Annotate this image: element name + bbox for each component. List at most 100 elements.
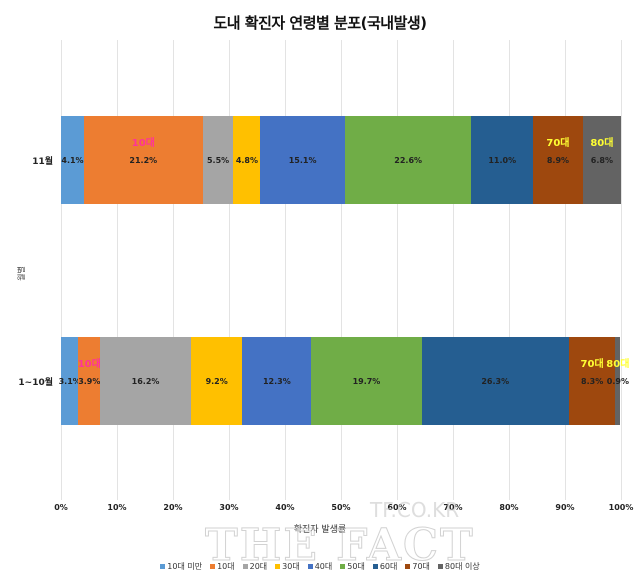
data-label: 0.9% (606, 376, 629, 386)
bar-segment: 21.2% 10대 (83, 116, 203, 204)
watermark-url: TF.CO.KR (370, 498, 460, 522)
legend-label: 40대 (314, 562, 333, 571)
legend-label: 10대 미만 (167, 562, 203, 571)
annotation-label: 10대 (77, 359, 101, 370)
legend-label: 50대 (347, 562, 365, 571)
plot-area: 4.1% 21.2% 10대 5.5% 4.8% 15.1% 22.6% 11.0% 8.9% 7… (58, 40, 629, 500)
y-axis-label: 월별 (16, 266, 26, 281)
bar-segment: 11.0% (471, 116, 534, 204)
x-tick-label: 50% (331, 503, 351, 512)
gridline (621, 40, 622, 500)
x-tick-label: 20% (163, 503, 183, 512)
legend-item: 20대 (242, 561, 268, 572)
bar-segment: 6.8% 80대 (582, 116, 621, 204)
x-tick-label: 60% (387, 503, 407, 512)
bar-1: 3.1% 3.9% 10대 16.2% 9.2% 12.3% 19.7% 26.3% 8.3% 7… (58, 337, 629, 425)
legend-item: 10대 미만 (160, 561, 202, 572)
data-label: 15.1% (288, 155, 317, 165)
bar-segment: 8.9% 70대 (533, 116, 583, 204)
data-label: 8.9% (546, 155, 570, 165)
data-label: 11.0% (488, 155, 517, 165)
data-label: 8.3% (581, 376, 604, 386)
gridline (565, 40, 566, 500)
bar-segment: 16.2% (100, 337, 191, 425)
legend-label: 80대 이상 (444, 562, 480, 571)
bar-segment: 12.3% (242, 337, 312, 425)
data-label: 22.6% (394, 155, 423, 165)
bar-segment: 4.8% (233, 116, 261, 204)
legend-swatch-icon (242, 564, 248, 569)
data-label: 12.3% (262, 376, 291, 386)
bar-segment: 8.3% 70대 (568, 337, 616, 425)
annotation-label: 10대 (131, 138, 155, 149)
bar-segment: 5.5% (202, 116, 234, 204)
data-label: 21.2% (129, 155, 158, 165)
data-label: 3.1% (58, 376, 81, 386)
bar-segment: 15.1% (260, 116, 345, 204)
gridline (229, 40, 230, 500)
data-label: 19.7% (352, 376, 381, 386)
data-label: 4.8% (235, 155, 258, 165)
legend-item: 30대 (275, 561, 300, 572)
legend-label: 10대 (217, 562, 235, 571)
x-tick-label: 0% (54, 503, 68, 512)
legend-item: 80대 이상 (437, 561, 480, 572)
bar-segment: 3.1% (58, 337, 81, 425)
legend-item: 10대 (210, 561, 235, 572)
legend-swatch-icon (210, 564, 216, 569)
legend-swatch-icon (372, 564, 378, 569)
data-label: 16.2% (131, 376, 160, 386)
x-tick-label: 10% (107, 503, 127, 512)
chart-title: 도내 확진자 연령별 분포(국내발생) (213, 14, 427, 32)
bar-segment: 26.3% (421, 337, 569, 425)
gridline (285, 40, 286, 500)
legend: 10대 미만 10대 20대 30대 40대 50대 60대 70대 80대 이상 (0, 561, 640, 572)
legend-label: 60대 (379, 562, 398, 571)
legend-swatch-icon (340, 564, 346, 569)
legend-item: 50대 (340, 561, 365, 572)
legend-swatch-icon (405, 564, 411, 569)
legend-swatch-icon (275, 564, 281, 569)
bar-segment: 0.9% 80대 (606, 337, 629, 425)
bar-0: 4.1% 21.2% 10대 5.5% 4.8% 15.1% 22.6% 11.0% 8.9% 7… (61, 116, 621, 204)
x-axis-label: 확진자 발생률 (293, 525, 347, 535)
legend-item: 40대 (307, 561, 333, 572)
gridline (397, 40, 398, 500)
legend-label: 20대 (249, 562, 268, 571)
annotation-label: 70대 (580, 359, 604, 370)
x-tick-label: 80% (499, 503, 519, 512)
category-label-jan-oct: 1~10월 (18, 378, 53, 388)
gridline (117, 40, 118, 500)
data-label: 9.2% (205, 376, 228, 386)
legend-label: 70대 (412, 562, 430, 571)
legend-swatch-icon (437, 564, 443, 569)
gridline (341, 40, 342, 500)
legend-label: 30대 (282, 562, 300, 571)
bar-segment: 9.2% (190, 337, 243, 425)
gridline (61, 40, 62, 500)
x-tick-label: 90% (555, 503, 575, 512)
annotation-label: 80대 (606, 359, 630, 370)
bar-segment: 22.6% (344, 116, 472, 204)
x-tick-label: 70% (443, 503, 463, 512)
annotation-label: 70대 (546, 138, 570, 149)
x-tick-label: 100% (608, 503, 634, 512)
gridline (509, 40, 510, 500)
category-label-nov: 11월 (32, 157, 53, 167)
data-label: 4.1% (61, 155, 84, 165)
x-tick-label: 30% (219, 503, 239, 512)
watermark-logo: THE FACT (205, 520, 475, 572)
data-label: 26.3% (481, 376, 510, 386)
data-label: 3.9% (78, 376, 101, 386)
bar-segment: 3.9% 10대 (77, 337, 101, 425)
legend-swatch-icon (160, 564, 166, 569)
data-label: 5.5% (206, 155, 230, 165)
bar-segment: 4.1% (61, 116, 84, 204)
data-label: 6.8% (590, 155, 613, 165)
annotation-label: 80대 (590, 138, 614, 149)
x-tick-label: 40% (275, 503, 295, 512)
legend-item: 60대 (372, 561, 398, 572)
gridline (173, 40, 174, 500)
bar-segment: 19.7% (311, 337, 422, 425)
legend-swatch-icon (307, 564, 313, 569)
